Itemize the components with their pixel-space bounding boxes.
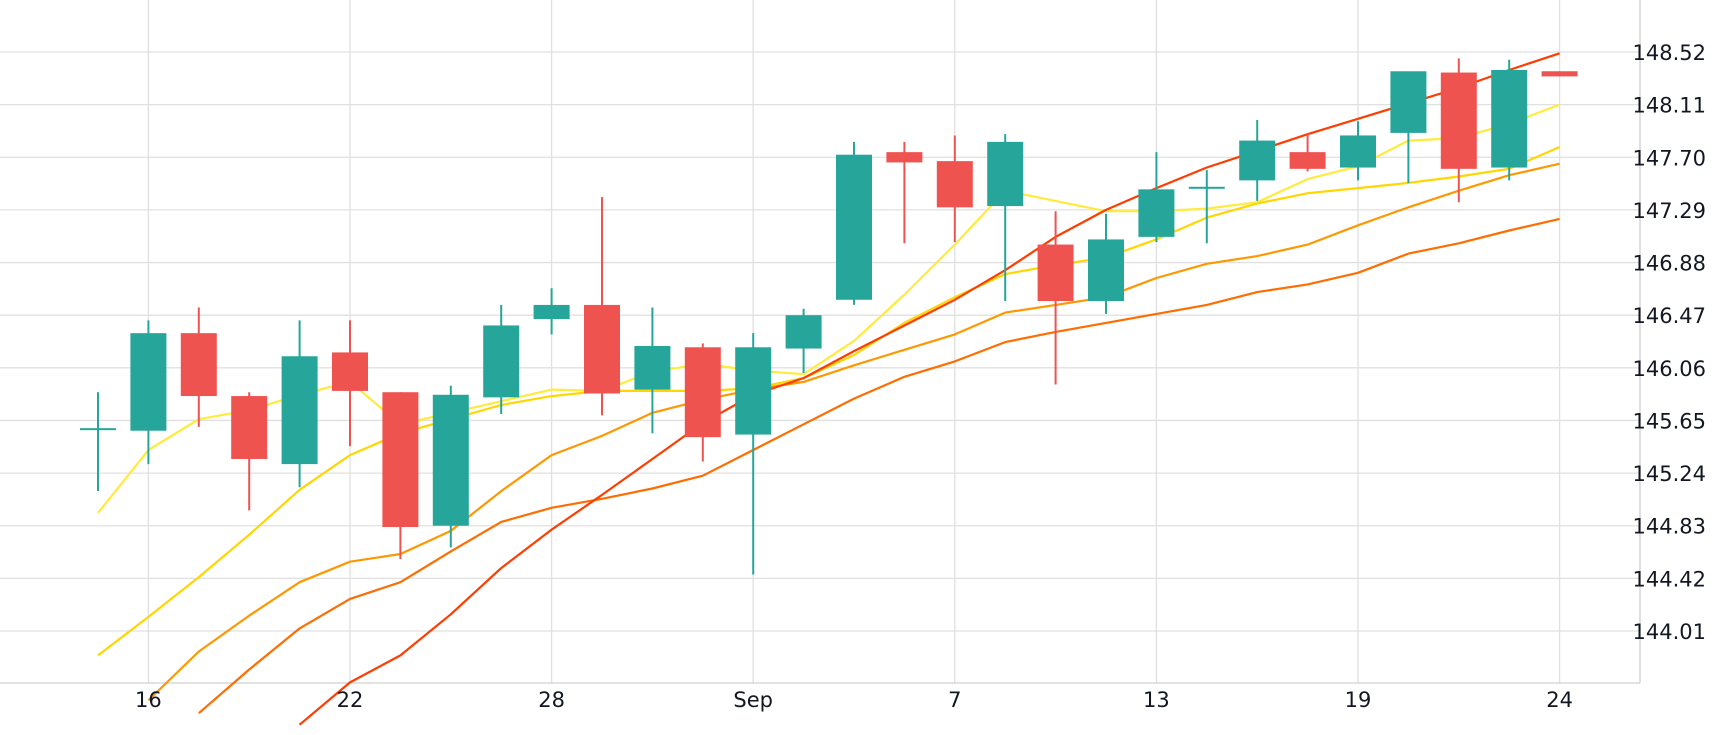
y-axis: 144.01 144.42 144.83 145.24 145.65 146.06 146.… bbox=[1633, 41, 1706, 644]
candle-body bbox=[281, 356, 318, 465]
candle-up bbox=[634, 307, 671, 434]
candle-body bbox=[130, 333, 167, 431]
y-tick-label: 146.47 bbox=[1633, 304, 1706, 328]
candle-body bbox=[1340, 135, 1376, 168]
candle-down bbox=[1037, 211, 1074, 385]
candle-up bbox=[1239, 120, 1276, 201]
candle-up bbox=[1340, 121, 1376, 181]
candle-down bbox=[936, 135, 973, 243]
candle-up bbox=[1491, 59, 1528, 181]
candle-down bbox=[684, 343, 721, 462]
x-tick-label: 7 bbox=[948, 688, 961, 712]
candle-body bbox=[735, 347, 772, 435]
y-tick-label: 147.70 bbox=[1633, 146, 1706, 170]
candle-up bbox=[432, 385, 469, 548]
x-tick-label: 28 bbox=[538, 688, 565, 712]
candle-body bbox=[1037, 244, 1074, 302]
candle-down bbox=[382, 392, 419, 560]
x-tick-label: 19 bbox=[1345, 688, 1372, 712]
candle-up bbox=[987, 134, 1024, 302]
candle-down bbox=[1541, 71, 1578, 77]
candle-body bbox=[584, 304, 620, 394]
candle-up bbox=[1390, 71, 1427, 183]
candle-body bbox=[785, 315, 822, 349]
candle-up bbox=[785, 308, 822, 373]
candle-down bbox=[1289, 132, 1326, 172]
candle-body bbox=[634, 345, 671, 390]
x-tick-label: Sep bbox=[733, 688, 773, 712]
candle-body bbox=[936, 161, 973, 208]
y-tick-label: 144.42 bbox=[1633, 567, 1706, 591]
candle-up bbox=[1188, 170, 1225, 244]
candle-body bbox=[483, 325, 520, 398]
candle-body bbox=[1239, 140, 1276, 181]
candle-body bbox=[1088, 239, 1124, 302]
candle-body bbox=[80, 428, 116, 431]
x-tick-label: 16 bbox=[135, 688, 162, 712]
candle-up bbox=[1138, 152, 1175, 243]
candle-body bbox=[987, 141, 1024, 207]
y-tick-label: 144.83 bbox=[1633, 515, 1706, 539]
candle-down bbox=[332, 320, 368, 447]
candle-body bbox=[1188, 186, 1225, 189]
moving-average-line bbox=[97, 145, 1561, 657]
candle-up bbox=[281, 320, 318, 488]
candle-down bbox=[180, 307, 217, 427]
candle-body bbox=[886, 152, 923, 163]
candles bbox=[80, 58, 1578, 575]
candle-body bbox=[1138, 189, 1175, 237]
moving-average-line bbox=[298, 52, 1560, 726]
moving-average-line bbox=[198, 217, 1560, 715]
candle-up bbox=[483, 304, 520, 415]
candle-up bbox=[80, 392, 116, 492]
candle-body bbox=[533, 304, 570, 320]
moving-average-line bbox=[147, 162, 1560, 702]
y-tick-label: 146.06 bbox=[1633, 357, 1706, 381]
candle-down bbox=[584, 197, 620, 416]
candle-down bbox=[231, 392, 268, 511]
moving-average-lines bbox=[97, 52, 1561, 726]
candle-body bbox=[1390, 71, 1427, 133]
candle-up bbox=[130, 320, 167, 465]
candle-down bbox=[1440, 58, 1477, 203]
x-tick-label: 24 bbox=[1546, 688, 1573, 712]
candle-body bbox=[1491, 69, 1528, 168]
candle-up bbox=[735, 333, 772, 575]
y-tick-label: 145.65 bbox=[1633, 409, 1706, 433]
candle-body bbox=[332, 352, 368, 391]
x-axis: 16 22 28 Sep 7 13 19 24 bbox=[135, 688, 1573, 712]
y-tick-label: 145.24 bbox=[1633, 462, 1706, 486]
candle-body bbox=[432, 394, 469, 526]
candle-body bbox=[1289, 152, 1326, 169]
y-tick-label: 147.29 bbox=[1633, 199, 1706, 223]
y-tick-label: 146.88 bbox=[1633, 252, 1706, 276]
candle-body bbox=[231, 396, 268, 459]
candle-up bbox=[836, 141, 872, 305]
y-tick-label: 148.11 bbox=[1633, 94, 1706, 118]
candle-down bbox=[886, 141, 923, 244]
x-tick-label: 22 bbox=[337, 688, 364, 712]
y-tick-label: 144.01 bbox=[1633, 620, 1706, 644]
candle-body bbox=[1541, 71, 1578, 77]
candle-up bbox=[533, 288, 570, 335]
candle-body bbox=[1440, 72, 1477, 169]
candle-body bbox=[684, 347, 721, 438]
candle-body bbox=[836, 154, 872, 300]
y-tick-label: 148.52 bbox=[1633, 41, 1706, 65]
x-tick-label: 13 bbox=[1143, 688, 1170, 712]
candle-up bbox=[1088, 213, 1124, 314]
candle-body bbox=[382, 392, 419, 528]
candle-body bbox=[180, 333, 217, 397]
